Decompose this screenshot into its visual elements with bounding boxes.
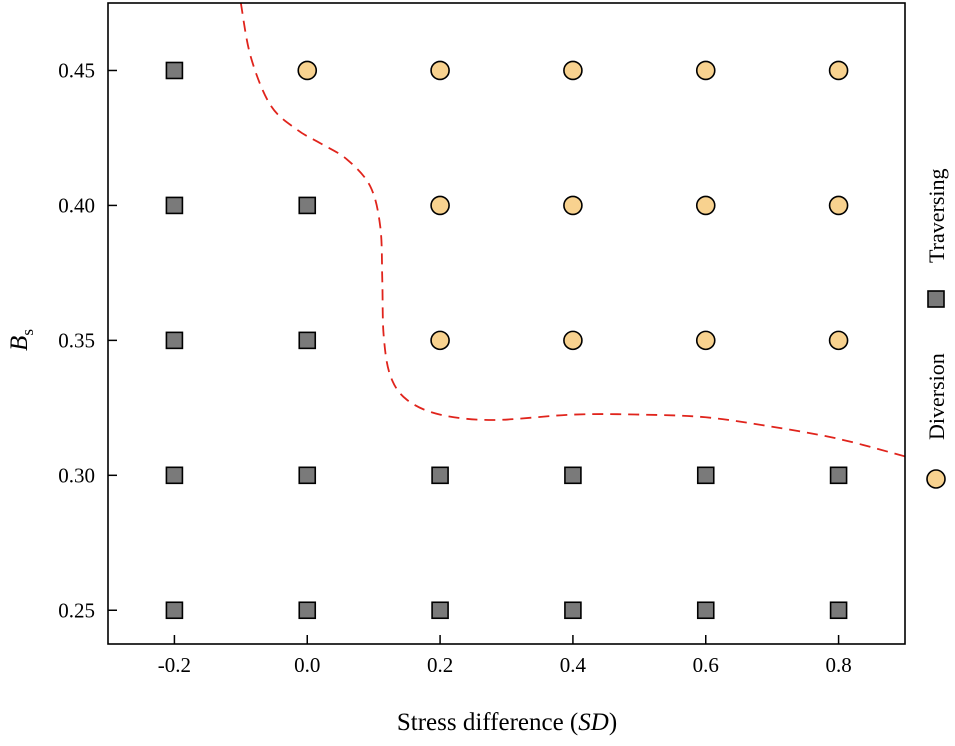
traversing-point [431, 601, 449, 620]
traversing-point [564, 601, 582, 620]
y-axis-title: Bs [6, 329, 37, 351]
diversion-point [297, 60, 318, 81]
y-tick-label: 0.30 [58, 463, 95, 487]
legend-traversing-marker [927, 290, 945, 308]
diversion-point [828, 195, 849, 216]
x-axis-title-italic: SD [578, 709, 609, 736]
diversion-point [695, 60, 716, 81]
diversion-point [563, 330, 583, 351]
traversing-point [298, 601, 317, 620]
traversing-point [165, 331, 184, 350]
traversing-point [165, 601, 184, 620]
diversion-point [695, 330, 716, 351]
traversing-point [829, 466, 848, 485]
traversing-point [165, 196, 184, 215]
diversion-point [430, 330, 450, 351]
y-axis-title-subscript: s [18, 329, 37, 336]
legend: Diversion Traversing [924, 168, 949, 489]
diversion-point [828, 60, 849, 81]
diversion-point [828, 330, 849, 351]
y-tick-label: 0.35 [58, 328, 95, 352]
x-tick-label: 0.4 [560, 653, 587, 677]
diversion-point [695, 195, 716, 216]
traversing-point [298, 196, 317, 215]
x-tick-label: 0.6 [693, 653, 719, 677]
y-tick-label: 0.40 [58, 193, 95, 217]
x-tick-label: 0.0 [294, 653, 320, 677]
traversing-point [564, 466, 582, 485]
traversing-point [431, 466, 449, 485]
marker-layer [165, 60, 849, 620]
diversion-point [430, 60, 450, 81]
boundary-layer [239, 3, 905, 458]
traversing-point [298, 466, 317, 485]
x-axis: -0.2 0.0 0.2 0.4 0.6 0.8 [158, 635, 852, 677]
traversing-point [298, 331, 317, 350]
x-axis-title-text: Stress difference ( [397, 709, 578, 736]
legend-diversion-label: Diversion [924, 353, 949, 440]
y-axis: 0.25 0.30 0.35 0.40 0.45 [58, 58, 117, 622]
plot-frame [107, 2, 906, 645]
x-axis-title-close: ) [609, 709, 617, 736]
y-axis-title-main: B [6, 336, 33, 351]
legend-diversion-marker [926, 469, 946, 489]
traversing-point [696, 466, 715, 485]
diversion-point [563, 195, 583, 216]
traversing-point [696, 601, 715, 620]
x-tick-label: -0.2 [158, 653, 191, 677]
y-tick-label: 0.45 [58, 58, 95, 82]
legend-traversing-label: Traversing [924, 168, 949, 263]
boundary-curve [239, 3, 905, 458]
x-tick-label: 0.8 [825, 653, 851, 677]
diversion-point [430, 195, 450, 216]
traversing-point [829, 601, 848, 620]
x-axis-title: Stress difference (SD) [397, 709, 617, 736]
y-tick-label: 0.25 [58, 598, 95, 622]
traversing-point [165, 61, 184, 80]
diversion-point [563, 60, 583, 81]
x-tick-label: 0.2 [427, 653, 453, 677]
traversing-point [165, 466, 184, 485]
